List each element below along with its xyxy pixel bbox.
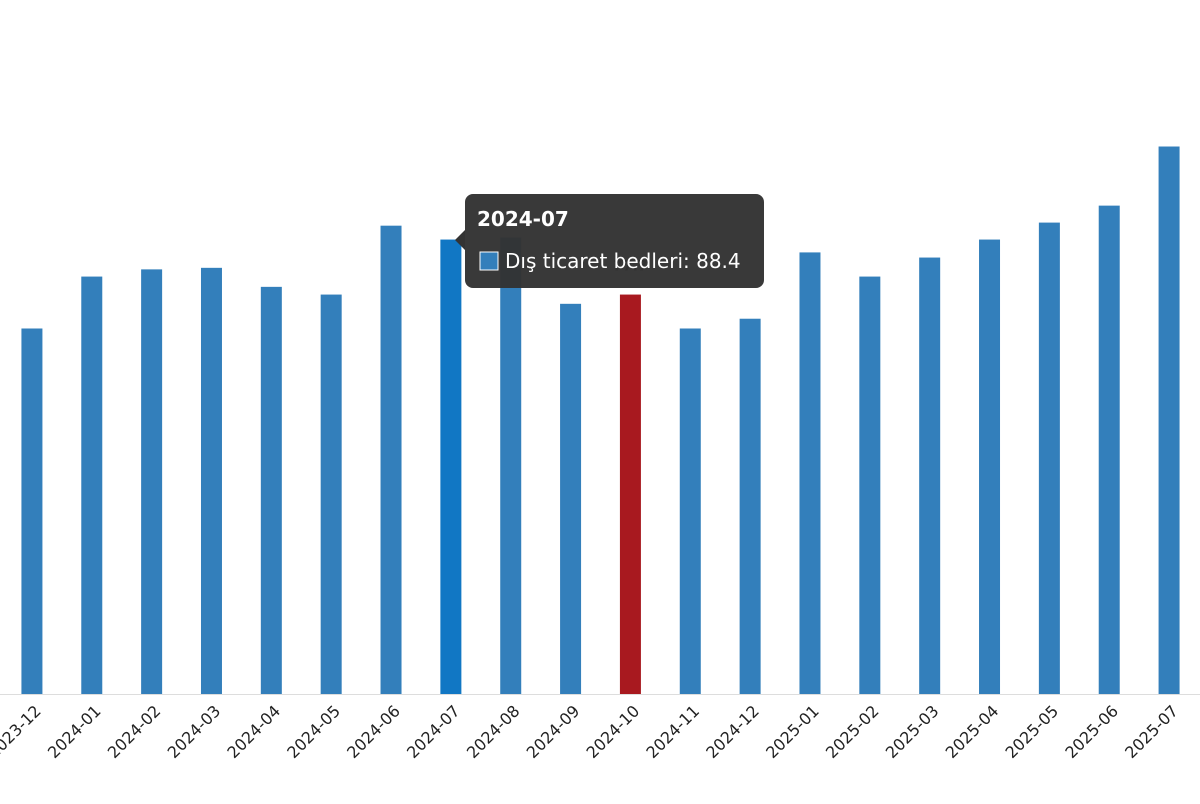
bar [1038, 222, 1060, 695]
x-tick-label: 2025-06 [1061, 701, 1122, 762]
bar [919, 257, 941, 694]
tooltip-caret [455, 230, 465, 250]
bar [141, 269, 163, 694]
x-tick-label: 2024-11 [642, 701, 703, 762]
bar [1098, 205, 1120, 694]
x-tick-label: 2024-01 [44, 701, 105, 762]
x-tick-label: 2025-07 [1121, 701, 1182, 762]
x-tick-label: 2024-07 [403, 701, 464, 762]
tooltip-swatch [479, 251, 499, 271]
x-tick-label: 2023-12 [0, 701, 45, 762]
x-tick-label: 2024-04 [223, 701, 284, 762]
bar [1158, 146, 1180, 694]
bar [21, 328, 43, 694]
bar [440, 239, 462, 694]
x-tick-label: 2025-02 [822, 701, 883, 762]
bar [560, 303, 582, 694]
bar [200, 267, 222, 694]
x-tick-label: 2024-09 [523, 701, 584, 762]
bar [81, 276, 103, 694]
x-tick-label: 2025-03 [882, 701, 943, 762]
bar [979, 239, 1001, 694]
tooltip-label: Dış ticaret bedleri: 88.4 [505, 249, 741, 273]
x-tick-label: 2024-08 [463, 701, 524, 762]
bar [859, 276, 881, 694]
x-tick-label: 2024-03 [164, 701, 225, 762]
bar [799, 252, 821, 694]
bar [380, 225, 402, 694]
bar [500, 237, 522, 694]
tooltip-box [465, 194, 764, 288]
x-tick-label: 2024-05 [283, 701, 344, 762]
bar [619, 294, 641, 694]
x-tick-label: 2025-04 [942, 701, 1003, 762]
bar [320, 294, 342, 694]
tooltip-title: 2024-07 [477, 207, 569, 231]
x-tick-label: 2024-06 [343, 701, 404, 762]
bar [260, 286, 282, 694]
x-tick-label: 2024-02 [104, 701, 165, 762]
x-tick-label: 2025-01 [762, 701, 823, 762]
x-tick-label: 2024-12 [702, 701, 763, 762]
tooltip: 2024-07 Dış ticaret bedleri: 88.4 [455, 194, 764, 288]
x-tick-label: 2024-10 [583, 701, 644, 762]
bar [739, 318, 761, 694]
x-tick-label: 2025-05 [1001, 701, 1062, 762]
bar [679, 328, 701, 694]
